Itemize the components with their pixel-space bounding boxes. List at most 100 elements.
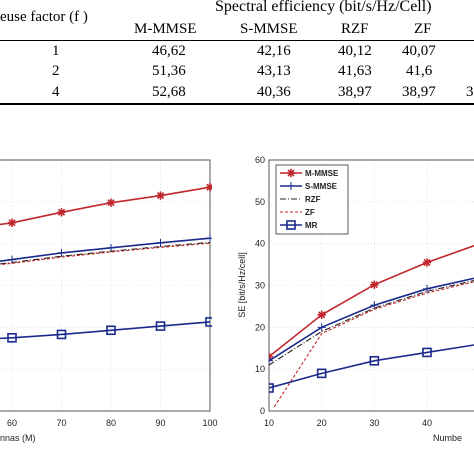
data-point-mmmse: [57, 208, 66, 217]
data-point-M-MMSE: [370, 280, 379, 289]
y-tick-label: 50: [255, 197, 265, 207]
x-tick-label: 40: [422, 418, 432, 428]
series-line-RZF: [269, 279, 474, 366]
cell-4-zf: 38,97: [402, 84, 436, 100]
data-point-M-MMSE: [422, 258, 432, 267]
x-tick-label: 70: [56, 418, 66, 428]
data-point-smmse: [57, 248, 66, 257]
data-point-MR: [422, 347, 432, 358]
left-chart: 60 70 80 90 100 nnas (M): [0, 159, 218, 443]
legend-label: ZF: [305, 208, 315, 217]
x-tick-label: 30: [369, 418, 379, 428]
left-chart-xlabel: nnas (M): [0, 433, 36, 443]
data-point-mr: [7, 332, 17, 343]
series-line-M-MMSE: [269, 244, 474, 358]
right-chart-frame: [268, 159, 474, 412]
data-point-S-MMSE: [370, 301, 379, 310]
group-header: Spectral efficiency (bit/s/Hz/Cell): [215, 0, 432, 15]
legend-marker: [287, 182, 295, 190]
data-point-S-MMSE: [269, 356, 273, 365]
header-rule: [0, 40, 474, 41]
x-tick-label: 60: [7, 418, 17, 428]
series-line-rzf: [0, 241, 211, 265]
x-tick-label: 20: [317, 418, 327, 428]
y-tick-label: 60: [255, 155, 265, 165]
y-tick-label: 40: [255, 239, 265, 249]
right-chart-x-ticks: 10 20 30 40: [264, 418, 432, 428]
right-chart-legend: M-MMSE S-MMSE RZF ZF MR: [275, 164, 349, 235]
data-point-smmse: [206, 234, 212, 243]
series-clip: [269, 244, 474, 408]
legend-label: S-MMSE: [305, 182, 338, 191]
data-point-mr: [56, 329, 67, 340]
right-chart-y-ticks: 0 10 20 30 40 50 60: [255, 155, 265, 416]
cell-1-zf: 40,07: [402, 43, 436, 59]
data-point-MR: [369, 355, 380, 366]
legend-label: RZF: [305, 195, 321, 204]
cell-2-zf: 41,6: [406, 63, 433, 79]
legend-marker: [286, 220, 296, 230]
x-tick-label: 100: [202, 418, 217, 428]
series-line-ZF: [273, 281, 474, 408]
y-tick-label: 20: [255, 322, 265, 332]
data-point-mmmse: [7, 218, 17, 227]
left-chart-series: [0, 182, 212, 343]
data-point-smmse: [107, 243, 115, 252]
cell-1-mmmse: 46,62: [152, 43, 186, 59]
reuse-factor-header: euse factor (f ): [0, 9, 88, 25]
series-line-smmse: [0, 237, 211, 262]
data-point-smmse: [156, 238, 165, 247]
right-chart-series: [269, 244, 474, 408]
data-point-mmmse: [106, 198, 116, 207]
cell-4-trail: 3: [466, 84, 474, 100]
series-line-mr: [0, 321, 211, 340]
cell-2-mmmse: 51,36: [152, 63, 186, 79]
col-header-rzf: RZF: [341, 21, 369, 37]
cell-2-rzf: 41,63: [338, 63, 372, 79]
left-chart-frame: [0, 159, 211, 412]
data-point-mmmse: [156, 191, 165, 200]
x-tick-label: 10: [264, 418, 274, 428]
data-point-mr: [155, 321, 166, 331]
data-point-MR: [316, 368, 327, 379]
legend-label: MR: [305, 221, 318, 230]
series-line-MR: [269, 344, 474, 389]
col-header-smmse: S-MMSE: [240, 21, 298, 37]
cell-2-smmse: 43,13: [257, 63, 291, 79]
series-clip: [0, 182, 212, 343]
left-chart-x-ticks: 60 70 80 90 100: [7, 418, 218, 428]
right-chart: 10 20 30 40 0 10 20 30 40 50 60 SE [bit/s/Hz/cell…: [237, 155, 474, 443]
col-header-mmmse: M-MMSE: [134, 21, 197, 37]
data-point-M-MMSE: [317, 310, 326, 319]
x-tick-label: 80: [106, 418, 116, 428]
right-chart-xlabel: Numbe: [433, 433, 462, 443]
legend-marker: [286, 168, 296, 178]
y-tick-label: 0: [260, 406, 265, 416]
series-line-zf: [0, 242, 211, 266]
bottom-rule: [0, 103, 474, 105]
x-tick-label: 90: [155, 418, 165, 428]
row-f-4: 4: [52, 84, 60, 100]
row-f-1: 1: [52, 43, 60, 59]
right-chart-ylabel: SE [bit/s/Hz/cell]: [237, 252, 247, 318]
data-point-mr: [106, 325, 116, 336]
cell-4-mmmse: 52,68: [152, 84, 186, 100]
data-point-mr: [205, 317, 212, 327]
cell-1-rzf: 40,12: [338, 43, 372, 59]
data-point-MR: [269, 383, 274, 393]
spectral-efficiency-table: Spectral efficiency (bit/s/Hz/Cell) euse…: [0, 0, 474, 115]
row-f-2: 2: [52, 63, 60, 79]
y-tick-label: 10: [255, 364, 265, 374]
legend-label: M-MMSE: [305, 169, 339, 178]
data-point-S-MMSE: [317, 323, 326, 332]
data-point-mmmse: [205, 182, 212, 192]
cell-4-smmse: 40,36: [257, 84, 291, 100]
col-header-zf: ZF: [414, 21, 432, 37]
left-chart-grid: [0, 159, 211, 412]
cell-1-smmse: 42,16: [257, 43, 291, 59]
cell-4-rzf: 38,97: [338, 84, 372, 100]
data-point-S-MMSE: [423, 284, 431, 293]
y-tick-label: 30: [255, 281, 265, 291]
series-line-mmmse: [0, 186, 211, 226]
